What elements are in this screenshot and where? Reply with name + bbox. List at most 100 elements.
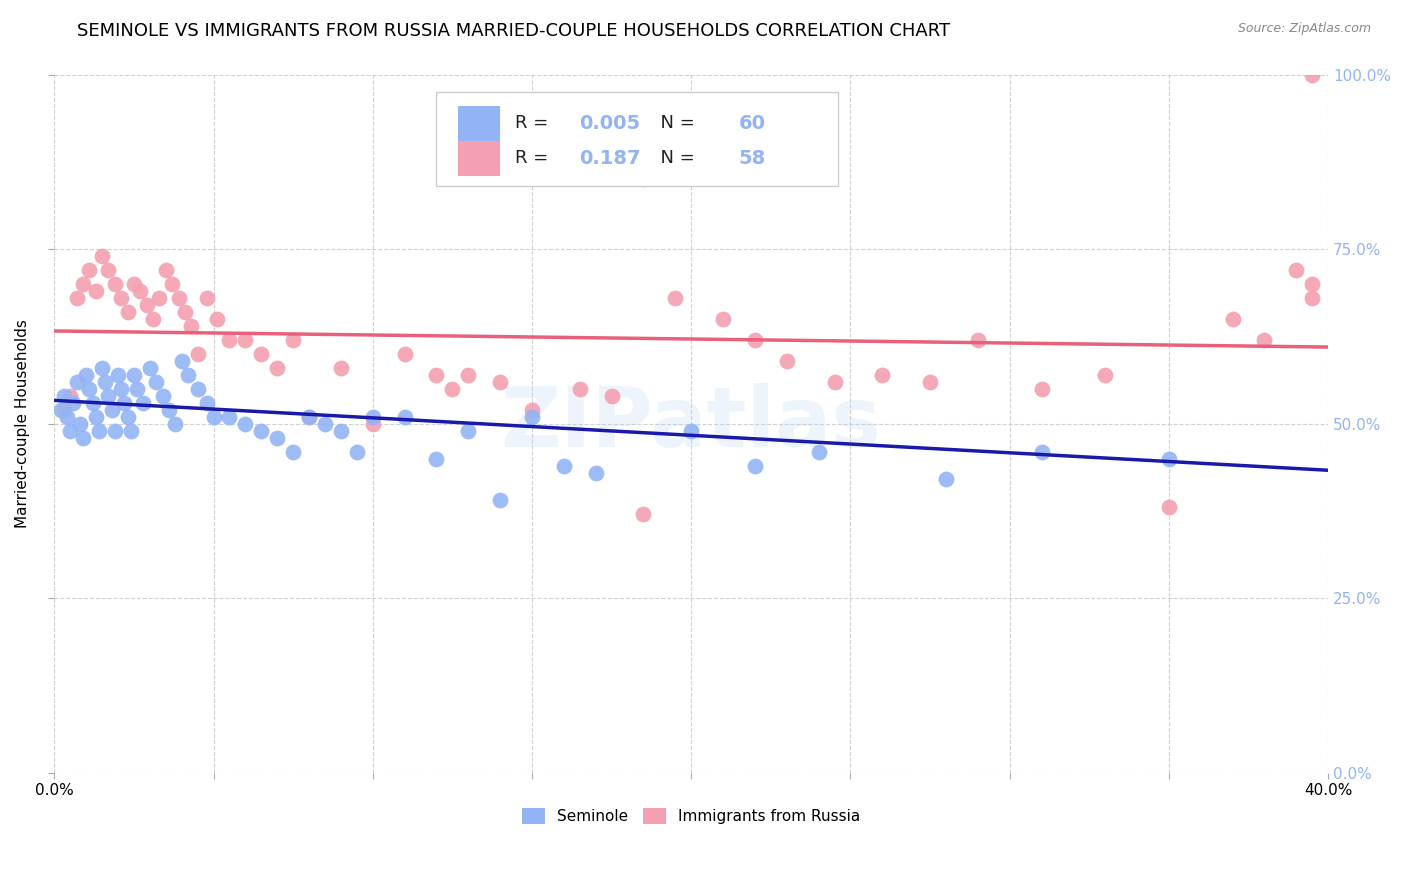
Point xyxy=(553,458,575,473)
Point xyxy=(110,382,132,396)
Point xyxy=(59,424,82,438)
Point xyxy=(250,347,273,361)
Point xyxy=(711,312,734,326)
Point xyxy=(457,424,479,438)
Point xyxy=(91,249,114,263)
Point xyxy=(489,375,512,389)
FancyBboxPatch shape xyxy=(458,141,501,176)
Point xyxy=(1301,277,1323,291)
Point xyxy=(170,353,193,368)
Point xyxy=(145,375,167,389)
Point xyxy=(744,333,766,347)
Y-axis label: Married-couple Households: Married-couple Households xyxy=(15,319,30,528)
Point xyxy=(600,389,623,403)
Point xyxy=(298,409,321,424)
Point xyxy=(1301,68,1323,82)
Point xyxy=(218,409,240,424)
Point xyxy=(120,424,142,438)
Point xyxy=(94,375,117,389)
Text: R =: R = xyxy=(516,114,554,132)
Point xyxy=(872,368,894,382)
Point xyxy=(152,389,174,403)
Point xyxy=(1157,500,1180,515)
Point xyxy=(142,312,165,326)
Point xyxy=(79,382,101,396)
Point xyxy=(65,375,87,389)
Point xyxy=(235,417,257,431)
Point xyxy=(298,409,321,424)
Point xyxy=(489,493,512,508)
Point xyxy=(585,466,607,480)
Point xyxy=(110,291,132,305)
Point xyxy=(314,417,336,431)
Point xyxy=(195,395,218,409)
Point xyxy=(218,333,240,347)
Point xyxy=(329,360,352,375)
Point xyxy=(100,402,122,417)
Text: N =: N = xyxy=(650,149,700,168)
Point xyxy=(82,395,104,409)
Point xyxy=(69,417,91,431)
Text: 58: 58 xyxy=(738,149,766,168)
Point xyxy=(56,409,79,424)
Point xyxy=(187,382,209,396)
Point xyxy=(52,402,75,417)
Point xyxy=(104,277,127,291)
Point xyxy=(49,402,72,417)
Point xyxy=(1157,451,1180,466)
Point xyxy=(425,451,447,466)
Point xyxy=(112,395,135,409)
Point xyxy=(129,284,152,298)
Point xyxy=(84,409,107,424)
Point xyxy=(139,360,162,375)
Point xyxy=(361,409,384,424)
Point xyxy=(148,291,170,305)
Point xyxy=(97,263,120,277)
Point xyxy=(457,368,479,382)
Point xyxy=(281,444,304,458)
Point xyxy=(681,424,703,438)
Point xyxy=(157,402,180,417)
FancyBboxPatch shape xyxy=(458,106,501,141)
Point xyxy=(1253,333,1275,347)
Point xyxy=(441,382,464,396)
Point xyxy=(250,424,273,438)
Point xyxy=(807,444,830,458)
Legend: Seminole, Immigrants from Russia: Seminole, Immigrants from Russia xyxy=(522,808,860,824)
Point xyxy=(1094,368,1116,382)
Point xyxy=(329,424,352,438)
Point xyxy=(127,382,149,396)
Point xyxy=(107,368,129,382)
Point xyxy=(1222,312,1244,326)
Point xyxy=(1031,382,1053,396)
Point xyxy=(520,409,543,424)
Point xyxy=(122,368,145,382)
Point xyxy=(202,409,225,424)
Point xyxy=(824,375,846,389)
Point xyxy=(1031,444,1053,458)
Point xyxy=(72,431,94,445)
Point xyxy=(361,417,384,431)
Point xyxy=(117,305,139,319)
Point xyxy=(266,431,288,445)
Point xyxy=(62,395,84,409)
Point xyxy=(235,333,257,347)
Point xyxy=(1285,263,1308,277)
Point xyxy=(935,473,957,487)
Point xyxy=(132,395,155,409)
Point xyxy=(160,277,183,291)
Point xyxy=(165,417,187,431)
Point xyxy=(84,284,107,298)
Point xyxy=(72,277,94,291)
Text: 0.005: 0.005 xyxy=(579,114,640,133)
Point xyxy=(205,312,228,326)
Point xyxy=(177,368,200,382)
Point xyxy=(776,353,799,368)
Point xyxy=(122,277,145,291)
Point xyxy=(195,291,218,305)
Point xyxy=(87,424,110,438)
Point xyxy=(966,333,988,347)
Text: SEMINOLE VS IMMIGRANTS FROM RUSSIA MARRIED-COUPLE HOUSEHOLDS CORRELATION CHART: SEMINOLE VS IMMIGRANTS FROM RUSSIA MARRI… xyxy=(77,22,950,40)
Point xyxy=(568,382,591,396)
Point xyxy=(744,458,766,473)
